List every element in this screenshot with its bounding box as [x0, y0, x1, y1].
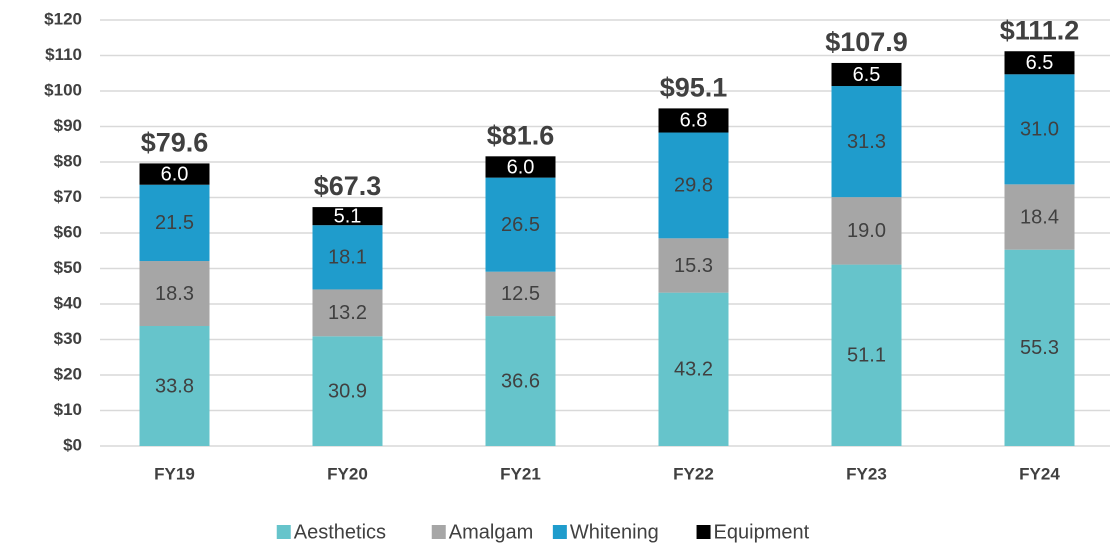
legend-label: Equipment	[714, 521, 810, 543]
data-label: 6.5	[853, 64, 881, 86]
bar-segment	[658, 238, 729, 293]
bar-segment	[485, 271, 556, 317]
y-tick-label: $110	[45, 45, 82, 64]
data-label: 6.8	[680, 110, 708, 132]
bar-segment	[1004, 249, 1075, 446]
data-label: 13.2	[328, 302, 367, 324]
y-tick-label: $120	[44, 9, 82, 28]
y-tick-label: $30	[54, 329, 82, 348]
total-label: $67.3	[314, 171, 382, 201]
data-label: 15.3	[674, 255, 713, 277]
data-label: 31.3	[847, 131, 886, 153]
x-tick-label: FY22	[673, 464, 714, 483]
data-label: 43.2	[674, 359, 713, 381]
total-label: $107.9	[825, 27, 908, 57]
total-label: $95.1	[660, 73, 728, 103]
y-tick-label: $10	[54, 400, 82, 419]
data-label: 21.5	[155, 212, 194, 234]
bar-segment	[485, 316, 556, 446]
bar-segment	[139, 261, 210, 327]
y-tick-label: $70	[54, 187, 82, 206]
data-label: 18.3	[155, 283, 194, 305]
data-label: 6.0	[161, 163, 189, 185]
data-label: 18.4	[1020, 206, 1059, 228]
data-label: 31.0	[1020, 119, 1059, 141]
x-tick-label: FY20	[327, 464, 368, 483]
bar-segment	[312, 289, 383, 337]
bar-segment	[1004, 74, 1075, 185]
x-tick-label: FY23	[846, 464, 887, 483]
bar-segment	[485, 156, 556, 178]
total-label: $81.6	[487, 120, 555, 150]
data-label: 36.6	[501, 370, 540, 392]
bar-segment	[139, 184, 210, 262]
x-tick-label: FY21	[500, 464, 541, 483]
bar-segment	[1004, 184, 1075, 250]
y-tick-label: $80	[54, 151, 82, 170]
bar-segment	[1004, 51, 1075, 75]
bar-segment	[658, 132, 729, 239]
legend-swatch	[696, 525, 711, 539]
y-tick-label: $90	[54, 116, 82, 135]
legend-label: Amalgam	[449, 521, 533, 543]
y-tick-label: $20	[54, 364, 82, 383]
total-label: $79.6	[141, 128, 209, 158]
data-label: 19.0	[847, 220, 886, 242]
data-label: 18.1	[328, 247, 367, 269]
x-tick-label: FY24	[1019, 464, 1060, 483]
bar-segment	[485, 177, 556, 272]
y-tick-label: $60	[54, 222, 82, 241]
data-label: 12.5	[501, 283, 540, 305]
bar-segment	[831, 86, 902, 198]
legend-label: Aesthetics	[294, 521, 386, 543]
legend-swatch	[276, 525, 291, 539]
data-label: 26.5	[501, 214, 540, 236]
y-tick-label: $100	[44, 80, 82, 99]
y-tick-label: $40	[54, 293, 82, 312]
legend-label: Whitening	[570, 521, 659, 543]
bar-segment	[658, 108, 729, 133]
bar-segment	[831, 197, 902, 265]
legend-swatch	[552, 525, 567, 539]
legend-swatch	[431, 525, 446, 539]
bar-segment	[831, 62, 902, 87]
data-label: 33.8	[155, 375, 194, 397]
bar-segment	[139, 163, 210, 185]
bar-segment	[139, 326, 210, 446]
data-label: 5.1	[334, 205, 362, 227]
y-tick-label: $0	[63, 435, 82, 454]
data-label: 30.9	[328, 380, 367, 402]
bar-segment	[658, 292, 729, 446]
data-label: 55.3	[1020, 337, 1059, 359]
data-label: 6.0	[507, 156, 535, 178]
y-tick-label: $50	[54, 258, 82, 277]
bar-segment	[831, 264, 902, 446]
bar-segment	[312, 336, 383, 446]
data-label: 6.5	[1026, 52, 1054, 74]
bar-segment	[312, 207, 383, 226]
data-label: 29.8	[674, 175, 713, 197]
total-label: $111.2	[1000, 15, 1080, 45]
bar-segment	[312, 225, 383, 290]
data-label: 51.1	[847, 345, 886, 367]
x-tick-label: FY19	[154, 464, 195, 483]
